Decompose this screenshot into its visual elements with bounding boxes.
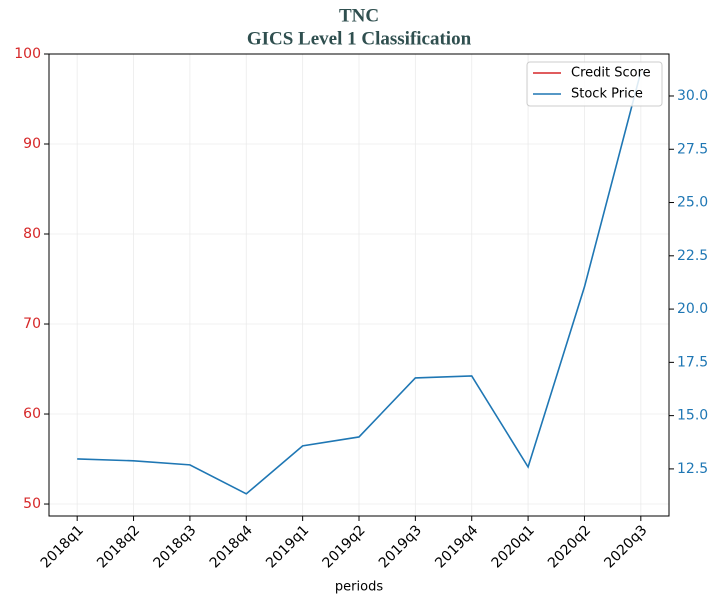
y-tick-label: 50 <box>23 496 41 512</box>
y2-tick-label: 12.5 <box>677 461 708 477</box>
y2-tick-label: 20.0 <box>677 301 708 317</box>
y-tick-label: 80 <box>23 226 41 242</box>
x-tick-label: 2019q1 <box>263 522 312 571</box>
chart-subtitle: GICS Level 1 Classification <box>247 28 472 49</box>
x-tick-label: 2019q3 <box>376 522 425 571</box>
x-tick-label: 2020q1 <box>489 522 538 571</box>
legend-label: Credit Score <box>571 66 651 81</box>
x-tick-label: 2018q4 <box>207 522 256 571</box>
chart-title: TNC <box>339 5 379 26</box>
y-tick-label: 60 <box>23 406 41 422</box>
y-tick-label: 70 <box>23 316 41 332</box>
x-tick-label: 2020q2 <box>545 522 594 571</box>
y-tick-label: 90 <box>23 136 41 152</box>
x-tick-label: 2018q2 <box>94 522 143 571</box>
x-tick-label: 2019q2 <box>320 522 369 571</box>
y2-tick-label: 27.5 <box>677 141 708 157</box>
x-axis-label: periods <box>335 580 383 595</box>
y2-tick-label: 30.0 <box>677 88 708 104</box>
series-line <box>77 71 642 495</box>
y2-tick-label: 17.5 <box>677 354 708 370</box>
y2-tick-label: 25.0 <box>677 195 708 211</box>
x-tick-label: 2019q4 <box>432 522 481 571</box>
plot-frame <box>48 53 670 517</box>
y2-tick-label: 22.5 <box>677 248 708 264</box>
y-tick-label: 100 <box>14 46 41 62</box>
y2-tick-label: 15.0 <box>677 408 708 424</box>
legend-label: Stock Price <box>571 87 643 102</box>
x-tick-label: 2020q3 <box>601 522 650 571</box>
x-tick-label: 2018q3 <box>150 522 199 571</box>
x-tick-label: 2018q1 <box>38 522 87 571</box>
